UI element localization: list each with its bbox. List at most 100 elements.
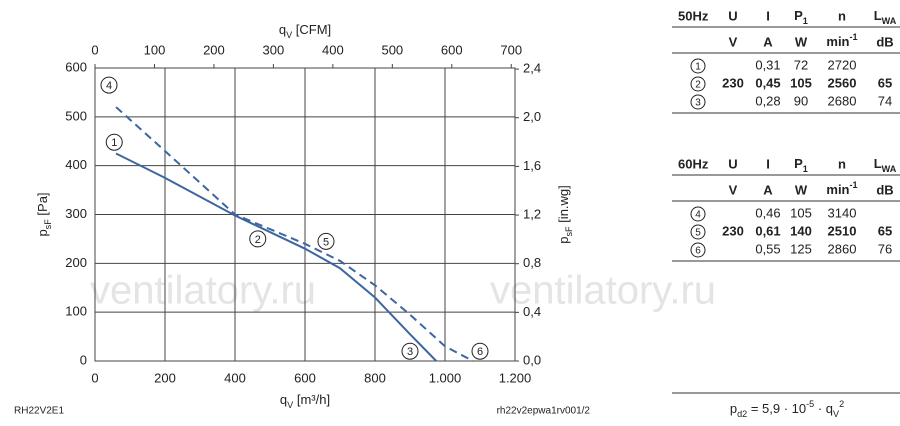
text-part: = 5,9 · 10 <box>747 401 806 416</box>
table-cell: W <box>795 34 808 49</box>
x2-tick-label: 400 <box>322 42 344 57</box>
y2-tick-label: 0,4 <box>523 304 541 319</box>
table-cell: W <box>795 182 808 197</box>
text-part: · q <box>814 401 833 416</box>
table-cell: 2510 <box>828 223 857 238</box>
table-cell: min-1 <box>826 32 857 49</box>
y2-tick-label: 1,6 <box>523 158 541 173</box>
row-circle <box>690 94 706 110</box>
y2-tick-label: 2,0 <box>523 109 541 124</box>
table-cell: 230 <box>722 223 744 238</box>
text-part: [CFM] <box>292 22 331 37</box>
watermark: ventilatory.ru <box>90 269 316 313</box>
table-cell: n <box>838 8 846 23</box>
text-part: V <box>287 400 294 410</box>
text-part: -1 <box>850 180 858 190</box>
text-part: V <box>286 30 293 40</box>
table-cell: 74 <box>878 93 892 108</box>
text-part: P <box>794 8 803 23</box>
x2-tick-label: 200 <box>203 42 225 57</box>
text-part: sF <box>43 219 53 230</box>
x-axis-label: qV [m³/h] <box>280 392 330 410</box>
series-line <box>115 152 437 362</box>
series-line <box>115 106 474 362</box>
table-cell: V <box>729 34 738 49</box>
table-cell: 72 <box>794 57 808 72</box>
formula: pd2 = 5,9 · 10-5 · qV2 <box>730 399 844 419</box>
table-cell: 230 <box>722 75 744 90</box>
table-cell: 0,31 <box>755 57 780 72</box>
row-marker: 6 <box>695 246 701 257</box>
footer-left: RH22V2E1 <box>14 406 64 417</box>
y-tick-label: 500 <box>65 108 87 123</box>
annotation-circle <box>317 232 335 250</box>
x-tick-label: 1.000 <box>429 370 462 385</box>
table-cell: dB <box>876 182 893 197</box>
x2-tick-label: 100 <box>144 42 166 57</box>
table-cell: U <box>728 8 737 23</box>
x-tick-label: 400 <box>224 370 246 385</box>
row-circle <box>690 58 706 74</box>
text-part: [Pa] <box>35 192 50 219</box>
row-circle <box>690 206 706 222</box>
x-tick-label: 200 <box>154 370 176 385</box>
table-cell: LWA <box>874 156 897 174</box>
table-cell: P1 <box>794 8 808 26</box>
text-part: WA <box>882 164 897 174</box>
watermark: ventilatory.ru <box>490 269 716 313</box>
annotation-circle <box>401 342 419 360</box>
table-cell: U <box>728 156 737 171</box>
text-part: min <box>826 182 849 197</box>
text-part: -1 <box>850 32 858 42</box>
text-part: 2 <box>839 399 844 409</box>
row-marker: 5 <box>695 228 701 239</box>
y2-tick-label: 0,0 <box>523 352 541 367</box>
table-cell: 65 <box>878 75 892 90</box>
table-cell: 3140 <box>828 205 857 220</box>
text-part: p <box>730 401 737 416</box>
x2-axis-label: qV [CFM] <box>279 22 331 40</box>
x2-tick-label: 300 <box>263 42 285 57</box>
row-marker: 3 <box>695 98 701 109</box>
table-cell: 50Hz <box>678 8 709 23</box>
table-cell: 0,45 <box>755 75 780 90</box>
y2-tick-label: 0,8 <box>523 255 541 270</box>
annotation: 1 <box>111 137 117 149</box>
y-axis-label: psF [Pa] <box>35 192 53 236</box>
text-part: WA <box>882 16 897 26</box>
text-part: [m³/h] <box>293 392 330 407</box>
x2-tick-label: 500 <box>381 42 403 57</box>
table-cell: 105 <box>790 75 812 90</box>
table-cell: A <box>763 182 773 197</box>
footer-right: rh22v2epwa1rv001/2 <box>497 406 591 417</box>
y2-axis-label: psF [in.wg] <box>556 185 574 244</box>
annotation-circle <box>471 342 489 360</box>
text-part: L <box>874 8 882 23</box>
table-cell: 2860 <box>828 241 857 256</box>
text-part: V <box>833 409 840 419</box>
x-tick-label: 1.200 <box>499 370 532 385</box>
row-marker: 2 <box>695 80 701 91</box>
table-cell: 60Hz <box>678 156 709 171</box>
table-cell: I <box>766 156 770 171</box>
table-cell: LWA <box>874 8 897 26</box>
annotation: 4 <box>106 80 112 92</box>
y2-tick-label: 1,2 <box>523 206 541 221</box>
annotation-circle <box>105 133 123 151</box>
table-cell: 0,28 <box>755 93 780 108</box>
text-part: q <box>280 392 287 407</box>
y-tick-label: 0 <box>80 352 87 367</box>
annotation: 3 <box>407 346 413 358</box>
table-cell: 90 <box>794 93 808 108</box>
table-cell: dB <box>876 34 893 49</box>
text-part: p <box>556 237 571 244</box>
y-tick-label: 400 <box>65 157 87 172</box>
plot-frame <box>94 67 516 362</box>
y-tick-label: 200 <box>65 255 87 270</box>
row-marker: 1 <box>695 62 701 73</box>
x2-tick-label: 0 <box>91 42 98 57</box>
text-part: -5 <box>806 399 814 409</box>
text-part: [in.wg] <box>556 185 571 226</box>
